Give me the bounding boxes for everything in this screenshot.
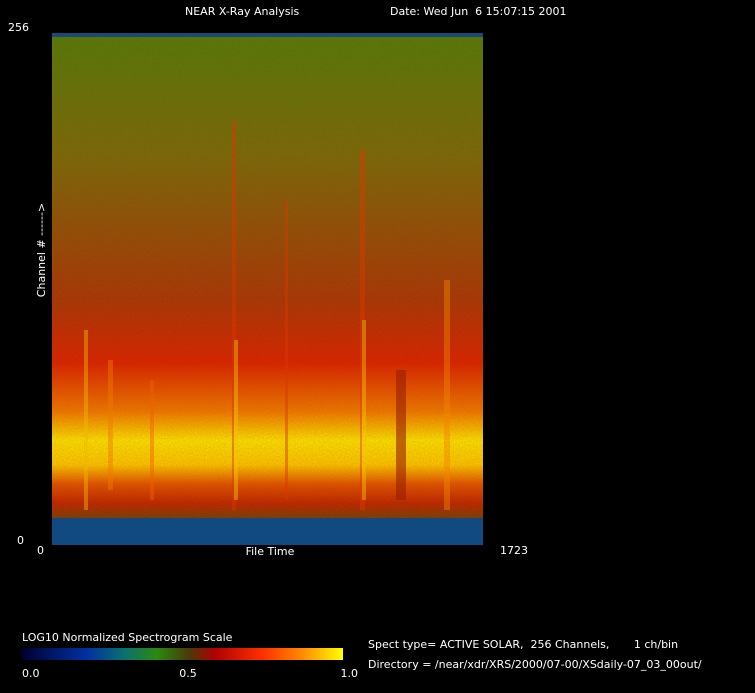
spectrogram: [52, 33, 483, 545]
colorbar-label: 0.5: [179, 667, 197, 680]
x-left-label: 0: [37, 544, 44, 557]
colorbar-title: LOG10 Normalized Spectrogram Scale: [22, 631, 233, 644]
colorbar-label: 0.0: [22, 667, 40, 680]
x-right-label: 1723: [500, 544, 528, 557]
spect-info: Spect type= ACTIVE SOLAR, 256 Channels, …: [368, 638, 678, 651]
colorbar: [22, 648, 343, 660]
x-axis-label: File Time: [246, 545, 295, 558]
directory-info: Directory = /near/xdr/XRS/2000/07-00/XSd…: [368, 658, 702, 671]
colorbar-label: 1.0: [341, 667, 359, 680]
date: Date: Wed Jun 6 15:07:15 2001: [390, 5, 567, 18]
title: NEAR X-Ray Analysis: [185, 5, 300, 18]
y-top-label: 256: [8, 21, 29, 34]
y-axis-label: Channel # ------>: [35, 203, 48, 297]
y-bottom-label: 0: [17, 534, 24, 547]
